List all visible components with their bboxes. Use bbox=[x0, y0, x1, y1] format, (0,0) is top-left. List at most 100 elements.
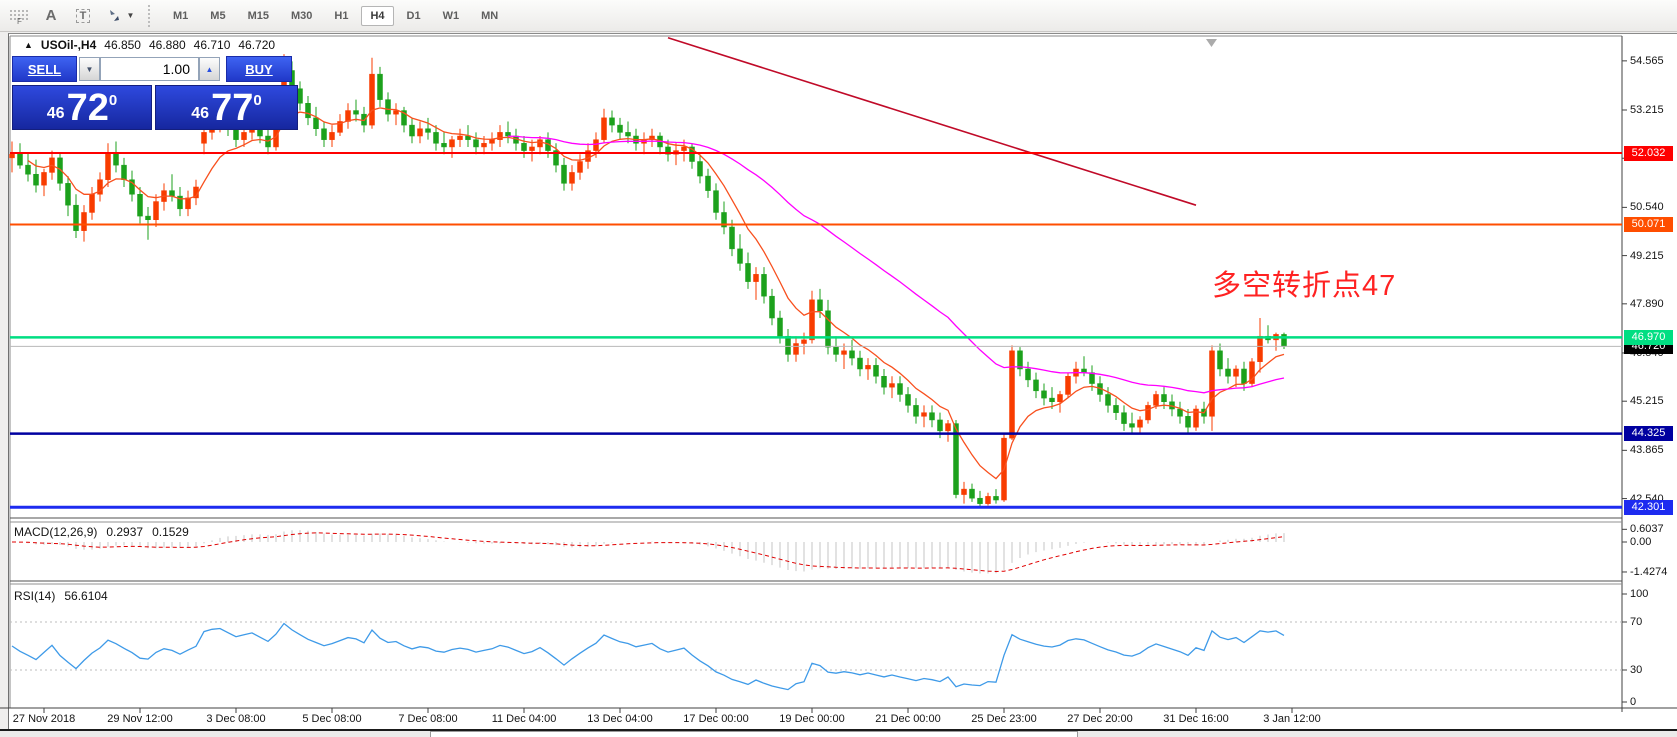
date-axis-label: 21 Dec 00:00 bbox=[875, 713, 941, 725]
candle-body bbox=[681, 146, 687, 151]
candle-body bbox=[9, 153, 15, 159]
candle-body bbox=[945, 423, 951, 432]
candle-body bbox=[1217, 350, 1223, 370]
candle-body bbox=[105, 153, 111, 180]
candle-body bbox=[145, 215, 151, 220]
buy-price-sup: 0 bbox=[253, 92, 262, 109]
quote-high: 46.880 bbox=[148, 38, 186, 52]
candle-body bbox=[537, 139, 543, 148]
volume-decrease-button[interactable]: ▼ bbox=[79, 57, 100, 81]
macd-axis-label: 0.6037 bbox=[1630, 523, 1664, 536]
candle-body bbox=[729, 226, 735, 250]
price-tick-label: 43.865 bbox=[1630, 444, 1664, 457]
buy-price-display[interactable]: 46 77 0 bbox=[155, 85, 298, 130]
quote-low: 46.710 bbox=[193, 38, 231, 52]
arrow-tools-icon[interactable]: ▼ bbox=[100, 4, 140, 28]
sell-price-display[interactable]: 46 72 0 bbox=[12, 85, 152, 130]
candle-body bbox=[1129, 423, 1135, 428]
candle-body bbox=[921, 412, 927, 417]
candle-body bbox=[1249, 361, 1255, 384]
date-axis-label: 27 Dec 20:00 bbox=[1067, 713, 1133, 725]
macd-value-main: 0.2937 bbox=[106, 525, 144, 539]
caret-up-icon: ▲ bbox=[205, 64, 214, 74]
candle-body bbox=[329, 132, 335, 140]
moving-average-40 bbox=[507, 135, 1285, 394]
candle-body bbox=[809, 299, 815, 341]
timeframe-button-h1[interactable]: H1 bbox=[334, 9, 349, 22]
buy-button[interactable]: BUY bbox=[226, 56, 292, 82]
candle-body bbox=[913, 405, 919, 417]
candle-body bbox=[953, 423, 959, 495]
timeframe-button-w1[interactable]: W1 bbox=[442, 9, 460, 22]
date-axis-label: 11 Dec 04:00 bbox=[491, 713, 557, 725]
macd-value-signal: 0.1529 bbox=[152, 525, 189, 539]
symbol-direction-icon: ▲ bbox=[24, 40, 33, 50]
candle-body bbox=[81, 212, 87, 231]
candle-body bbox=[833, 346, 839, 355]
candle-body bbox=[873, 365, 879, 377]
candle-body bbox=[1113, 405, 1119, 413]
fibonacci-retracement-icon[interactable]: F bbox=[4, 4, 34, 28]
date-axis-label: 13 Dec 04:00 bbox=[587, 713, 653, 725]
date-axis-label: 3 Jan 12:00 bbox=[1263, 713, 1321, 725]
candle-body bbox=[697, 161, 703, 177]
macd-axis-label: -1.4274 bbox=[1630, 565, 1668, 578]
volume-input[interactable] bbox=[100, 57, 199, 81]
candle-body bbox=[929, 412, 935, 421]
candle-body bbox=[129, 179, 135, 195]
chart-text-annotation[interactable]: 多空转折点47 bbox=[1212, 270, 1397, 302]
candle-body bbox=[569, 172, 575, 184]
timeframe-button-m15[interactable]: M15 bbox=[247, 9, 269, 22]
timeframe-button-mn[interactable]: MN bbox=[481, 9, 499, 22]
candle-body bbox=[713, 190, 719, 213]
candle-body bbox=[1025, 368, 1031, 381]
text-label-tool-icon[interactable]: T bbox=[68, 4, 98, 28]
candle-body bbox=[73, 204, 79, 231]
candle-body bbox=[417, 128, 423, 137]
rsi-label: RSI(14) bbox=[14, 589, 56, 603]
next-window-titlebar bbox=[430, 731, 1078, 737]
candle-body bbox=[153, 201, 159, 220]
timeframe-button-m1[interactable]: M1 bbox=[173, 9, 189, 22]
sell-button[interactable]: SELL bbox=[12, 56, 77, 82]
price-level-label-44.325: 44.325 bbox=[1624, 426, 1673, 442]
rsi-axis-label: 30 bbox=[1630, 664, 1643, 676]
candle-body bbox=[305, 103, 311, 119]
candle-body bbox=[409, 124, 415, 137]
date-axis-label: 19 Dec 00:00 bbox=[779, 713, 845, 725]
svg-text:F: F bbox=[17, 17, 22, 24]
candle-body bbox=[649, 135, 655, 140]
candle-body bbox=[25, 164, 31, 175]
date-axis-label: 3 Dec 08:00 bbox=[206, 713, 266, 725]
timeframe-button-m30[interactable]: M30 bbox=[290, 9, 313, 22]
candle-body bbox=[577, 161, 583, 173]
candle-body bbox=[969, 488, 975, 499]
candle-body bbox=[737, 248, 743, 264]
candle-body bbox=[769, 295, 775, 319]
sell-price-big: 72 bbox=[66, 86, 109, 129]
candle-body bbox=[201, 132, 207, 144]
candle-body bbox=[41, 172, 47, 186]
timeframe-button-m5[interactable]: M5 bbox=[210, 9, 226, 22]
candle-body bbox=[137, 194, 143, 217]
timeframe-button-d1[interactable]: D1 bbox=[406, 9, 421, 22]
rsi-line bbox=[11, 622, 1285, 691]
timeframe-button-h4[interactable]: H4 bbox=[361, 5, 394, 26]
candle-body bbox=[993, 496, 999, 501]
rsi-axis-label: 70 bbox=[1630, 616, 1643, 628]
chart-plot-area[interactable] bbox=[10, 36, 1622, 708]
candle-body bbox=[1049, 397, 1055, 402]
volume-increase-button[interactable]: ▲ bbox=[199, 57, 220, 81]
price-level-label-52.032: 52.032 bbox=[1624, 145, 1673, 161]
candle-body bbox=[961, 488, 967, 495]
candle-body bbox=[321, 128, 327, 140]
price-level-label-42.301: 42.301 bbox=[1624, 499, 1673, 515]
candle-body bbox=[1225, 368, 1231, 377]
downtrend-line bbox=[667, 36, 1197, 206]
text-tool-icon[interactable]: A bbox=[45, 7, 57, 24]
candle-body bbox=[1105, 394, 1111, 406]
candle-body bbox=[1121, 412, 1127, 424]
date-axis-label: 17 Dec 00:00 bbox=[683, 713, 749, 725]
candle-body bbox=[585, 150, 591, 162]
